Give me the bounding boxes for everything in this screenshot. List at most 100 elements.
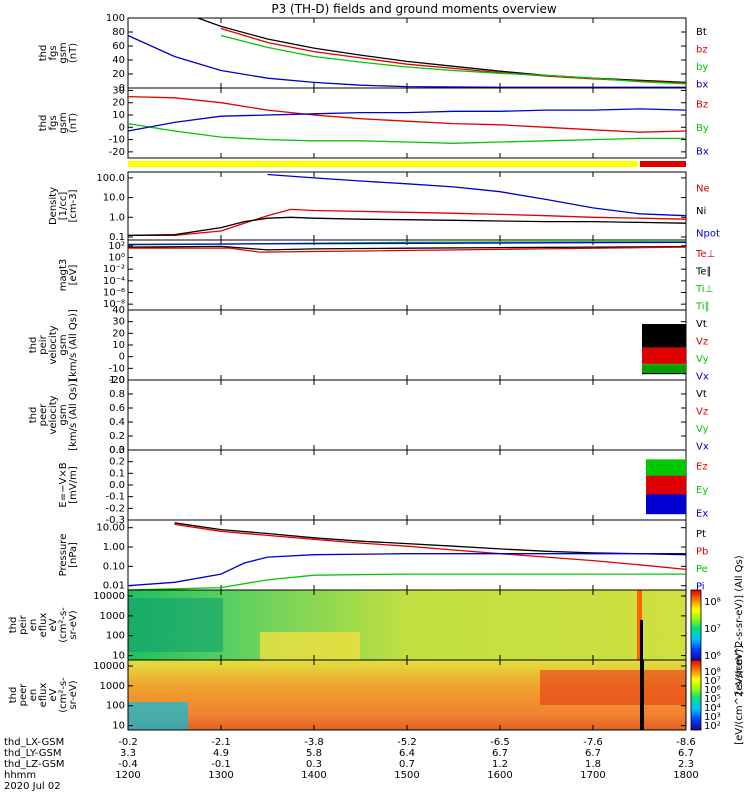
- y-axis-label-line: (nT): [68, 113, 79, 133]
- y-axis-label-line: Pressure: [58, 534, 69, 577]
- y-tick-label: 10: [112, 721, 125, 732]
- y-tick-label: 10.0: [103, 193, 125, 204]
- x-row-value: 6.7: [678, 748, 694, 759]
- y-tick-label: 1.0: [109, 212, 125, 223]
- colorbar-tick-label: 10⁶: [704, 685, 721, 696]
- panel-peer-vel: 0.0 0.2 0.4 0.6 0.8 1.0 thdpeervelocitygsm[km/…: [28, 375, 709, 456]
- colorbar-tick-label: 10⁷: [704, 624, 721, 635]
- y-axis-label-line: sr-eV): [68, 610, 79, 639]
- series-line-Pb: [174, 523, 687, 571]
- legend-entry: Vt: [696, 389, 707, 400]
- x-row-value: -0.4: [118, 759, 138, 770]
- y-tick-label: -0.2: [105, 503, 125, 514]
- y-axis-label-line: sr-eV): [68, 680, 79, 709]
- legend-entry: Pt: [696, 529, 706, 540]
- y-tick-label: -0.3: [105, 515, 125, 526]
- colorbar-tick-label: 10⁸: [704, 667, 721, 678]
- y-tick-label: 1.00: [103, 542, 125, 553]
- status-bar-red: [640, 161, 686, 167]
- y-tick-label: 0.8: [109, 389, 125, 400]
- legend-entry: Bt: [696, 27, 707, 38]
- y-axis-label-line: velocity: [48, 395, 59, 434]
- spectrogram-band: [260, 632, 360, 660]
- y-tick-label: 10000: [93, 591, 125, 602]
- legend-entry: Vz: [696, 406, 708, 417]
- colorbar-tick-label: 10²: [704, 721, 721, 732]
- x-row-value: -2.1: [211, 737, 231, 748]
- legend-entry: Vy: [696, 424, 709, 435]
- y-axis-label-line: eV: [48, 688, 59, 701]
- y-tick-label: 0.2: [109, 457, 125, 468]
- y-tick-label: 10000: [93, 661, 125, 672]
- y-tick-label: 100: [106, 701, 125, 712]
- y-axis-label-line: gsm: [58, 334, 69, 355]
- x-row-value: 1800: [673, 770, 698, 781]
- y-tick-label: 10: [112, 651, 125, 662]
- panel-fgs-mag: 0 20 40 60 80 100 thdfgsgsm(nT) Bt bz by bx: [38, 13, 708, 94]
- series-line-Bz: [127, 95, 687, 133]
- x-row-value: 1700: [580, 770, 605, 781]
- x-row-label: thd_LX-GSM: [4, 737, 64, 748]
- panel-frame: [127, 17, 687, 89]
- panel-frame: [127, 449, 687, 521]
- colorbar-tick-label: 10⁸: [704, 597, 721, 608]
- y-tick-label: 0.1: [109, 468, 125, 479]
- y-axis-label-line: fgs: [48, 115, 59, 130]
- legend-entry: bz: [696, 44, 708, 55]
- x-row-value: 6.7: [492, 748, 508, 759]
- series-line-Bt: [197, 17, 687, 84]
- y-tick-label: 100.0: [96, 173, 125, 184]
- y-tick-label: 0.2: [109, 431, 125, 442]
- y-tick-label: 30: [112, 85, 125, 96]
- x-row-value: 1200: [115, 770, 140, 781]
- efield-noise-red: [646, 475, 686, 495]
- legend-entry: Bx: [696, 146, 709, 157]
- y-tick-label: 10⁻⁶: [103, 288, 125, 299]
- y-tick-label: -10: [109, 363, 125, 374]
- colorbar-label: [eV/(cm^2-s-sr-eV)] (All Qs): [734, 555, 745, 694]
- y-axis-label-line: fgs: [48, 45, 59, 60]
- y-tick-label: 0.0: [109, 480, 125, 491]
- spectrogram-data-gap: [640, 620, 643, 660]
- y-axis-label-line: (cm²-s-: [58, 677, 69, 713]
- y-tick-label: -10: [109, 135, 125, 146]
- y-axis-label-line: [km/s (All Qs)]: [68, 379, 79, 451]
- y-axis-label-line: gsm: [58, 112, 69, 133]
- y-axis-label-line: gsm: [58, 42, 69, 63]
- x-row-value: -3.8: [304, 737, 324, 748]
- y-tick-label: 10⁻⁸: [103, 299, 125, 310]
- y-axis-label-line: peer: [38, 403, 49, 427]
- y-tick-label: 20: [112, 328, 125, 339]
- y-tick-label: 10⁰: [108, 253, 125, 264]
- y-tick-label: 10: [112, 110, 125, 121]
- series-line-Npot: [267, 173, 687, 217]
- y-axis-label-line: (cm²-s-: [58, 607, 69, 643]
- y-axis-label-line: thd: [38, 115, 49, 132]
- panel-density: 0.1 1.0 10.0 100.0 Density[1/cc][cm-3] Ne Ni Np…: [48, 171, 720, 243]
- series-line-Pt: [174, 522, 687, 556]
- y-axis-label: Pressure[nPa]: [58, 534, 79, 577]
- series-line-Ti∥: [127, 241, 687, 245]
- legend-entry: Pe: [696, 564, 708, 575]
- x-row-label: thd_LY-GSM: [4, 748, 61, 759]
- y-axis-label-line: eflux: [38, 613, 49, 638]
- y-axis-label-line: thd: [8, 687, 19, 704]
- panel-efield: -0.3-0.2-0.10.00.10.20.3E=−V×B[mV/m] EzEy…: [58, 445, 708, 526]
- legend-entry: Bz: [696, 100, 708, 111]
- y-axis-label: thdpeirvelocitygsm[km/s (All Qs)]: [28, 309, 79, 381]
- spectrogram-data-gap: [640, 660, 644, 730]
- legend-entry: by: [696, 62, 708, 73]
- y-tick-label: 0.10: [103, 561, 125, 572]
- x-row-value: 1400: [301, 770, 326, 781]
- panel-pressure: 0.01 0.10 1.00 10.00 Pressure[nPa] Pt Pb Pe Pi: [58, 519, 708, 592]
- series-line-Pe: [127, 573, 686, 591]
- x-row-value: 1.2: [492, 759, 508, 770]
- series-line-bx: [127, 34, 686, 88]
- x-row-value: -8.6: [676, 737, 696, 748]
- chart-title: P3 (TH-D) fields and ground moments over…: [271, 2, 556, 16]
- x-row-value: 2.3: [678, 759, 694, 770]
- y-tick-label: 80: [112, 27, 125, 38]
- x-row-value: 0.7: [399, 759, 415, 770]
